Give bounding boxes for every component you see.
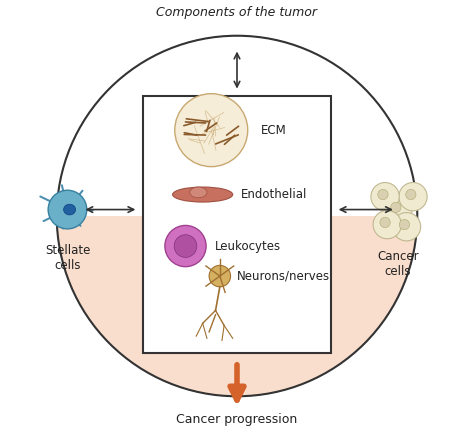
Polygon shape [57,216,417,396]
Text: Endothelial: Endothelial [241,188,308,201]
FancyBboxPatch shape [143,96,331,353]
Text: Cancer
cells: Cancer cells [377,250,419,278]
Text: Leukocytes: Leukocytes [215,240,281,253]
Text: Neurons/nerves: Neurons/nerves [237,270,330,283]
Ellipse shape [64,204,76,215]
Circle shape [48,190,87,229]
Ellipse shape [173,187,233,202]
Circle shape [399,219,410,230]
Circle shape [384,195,412,224]
Text: Stellate
cells: Stellate cells [45,244,90,272]
Text: Components of the tumor: Components of the tumor [156,6,318,19]
Circle shape [406,189,416,200]
Circle shape [175,94,248,167]
Circle shape [378,189,388,200]
Text: Cancer progression: Cancer progression [176,413,298,426]
Circle shape [371,183,399,211]
Circle shape [392,213,421,241]
Ellipse shape [190,187,207,198]
Circle shape [174,235,197,257]
Circle shape [391,202,401,213]
Circle shape [399,183,427,211]
Circle shape [373,210,401,239]
Circle shape [209,265,230,287]
Circle shape [165,226,206,267]
Circle shape [380,217,390,228]
Text: ECM: ECM [261,124,286,137]
